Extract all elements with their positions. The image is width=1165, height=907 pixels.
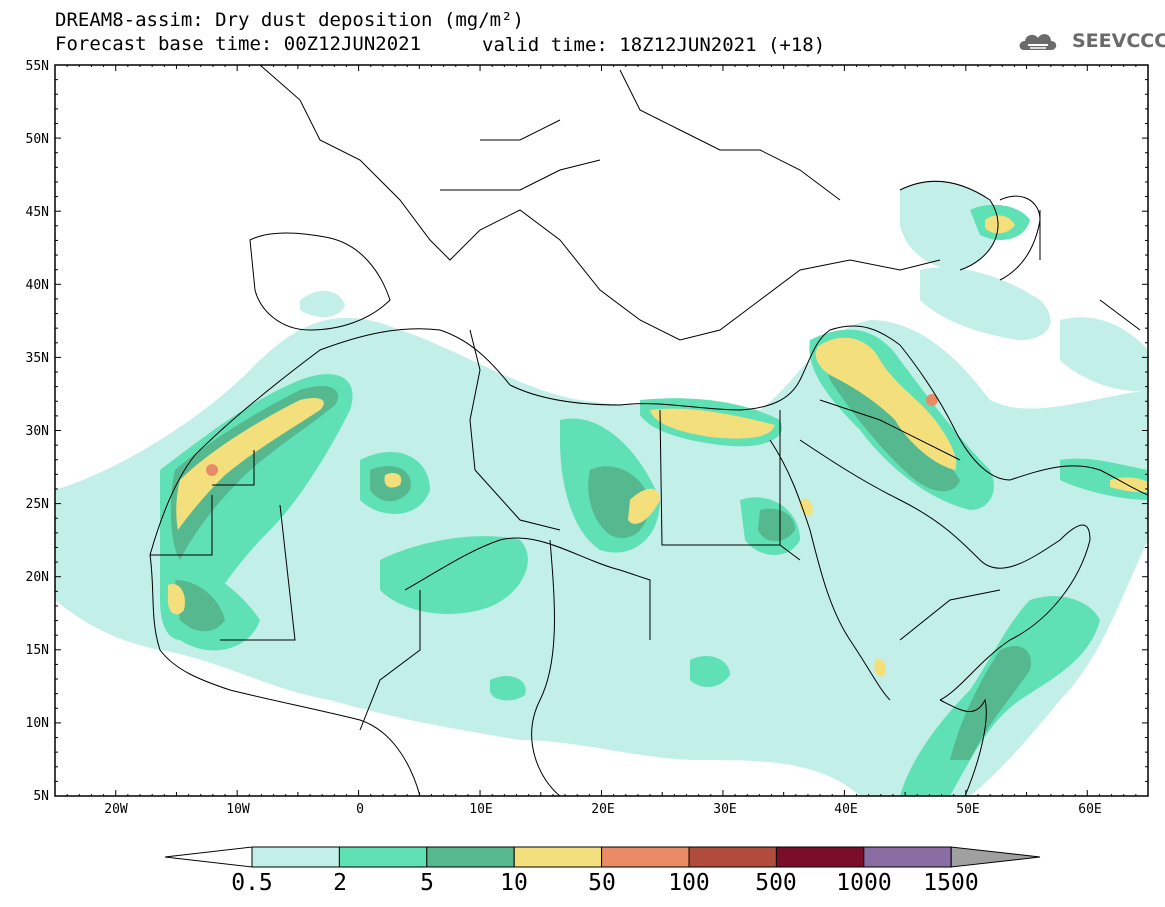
colorbar-box [688, 846, 777, 868]
lat-label: 40N [26, 278, 49, 293]
cloud-logo-icon [1019, 34, 1057, 50]
map-title: DREAM8-assim: Dry dust deposition (mg/m²… [55, 9, 524, 31]
colorbar-box [426, 846, 515, 868]
dust-field [55, 181, 1148, 796]
lon-label: 10E [469, 802, 492, 817]
longitude-labels: 20W 10W 0 10E 20E 30E 40E 50E 60E [104, 802, 1101, 817]
dust-level-4 [167, 215, 1148, 677]
dust-map: 55N 50N 45N 40N 35N 30N 25N 20N 15N 10N … [26, 59, 1149, 817]
colorbar-left-arrow [164, 846, 253, 868]
lon-label: 30E [713, 802, 736, 817]
colorbar-box [251, 846, 340, 868]
colorbar-label: 1000 [836, 870, 892, 896]
lat-label: 55N [26, 59, 49, 74]
colorbar-label: 10 [500, 870, 528, 896]
dust-level-5 [206, 394, 938, 476]
lon-label: 60E [1078, 802, 1101, 817]
lat-label: 10N [26, 716, 49, 731]
axis-ticks [54, 64, 1149, 797]
colorbar-label: 0.5 [231, 870, 273, 896]
lat-label: 15N [26, 643, 49, 658]
colorbar-right-arrow [950, 846, 1041, 868]
lon-label: 20W [104, 802, 128, 817]
colorbar-box [775, 846, 865, 868]
coastlines [149, 65, 1148, 796]
lat-label: 5N [33, 789, 49, 804]
latitude-labels: 55N 50N 45N 40N 35N 30N 25N 20N 15N 10N … [26, 59, 49, 804]
lon-label: 40E [834, 802, 857, 817]
logo-text: SEEVCCC [1072, 30, 1165, 52]
valid-time: valid time: 18Z12JUN2021 (+18) [482, 34, 826, 56]
dust-level-3 [170, 344, 1031, 760]
lat-label: 25N [26, 497, 49, 512]
colorbar-label: 500 [755, 870, 797, 896]
lat-label: 50N [26, 132, 49, 147]
lat-label: 35N [26, 351, 49, 366]
colorbar-box [863, 846, 952, 868]
lat-label: 45N [26, 205, 49, 220]
colorbar-label: 100 [668, 870, 710, 896]
lat-label: 20N [26, 570, 49, 585]
colorbar-label: 1500 [923, 870, 979, 896]
lon-label: 10W [226, 802, 250, 817]
lat-label: 30N [26, 424, 49, 439]
colorbar-label: 2 [333, 870, 347, 896]
colorbar-label: 5 [420, 870, 434, 896]
lon-label: 50E [956, 802, 979, 817]
colorbar-box [513, 846, 603, 868]
forecast-base-time: Forecast base time: 00Z12JUN2021 [55, 33, 422, 55]
lon-label: 20E [591, 802, 614, 817]
lon-label: 0 [356, 802, 364, 817]
colorbar [164, 846, 1041, 868]
colorbar-box [338, 846, 428, 868]
colorbar-box [601, 846, 690, 868]
colorbar-boxes [164, 846, 1041, 868]
colorbar-label: 50 [588, 870, 616, 896]
